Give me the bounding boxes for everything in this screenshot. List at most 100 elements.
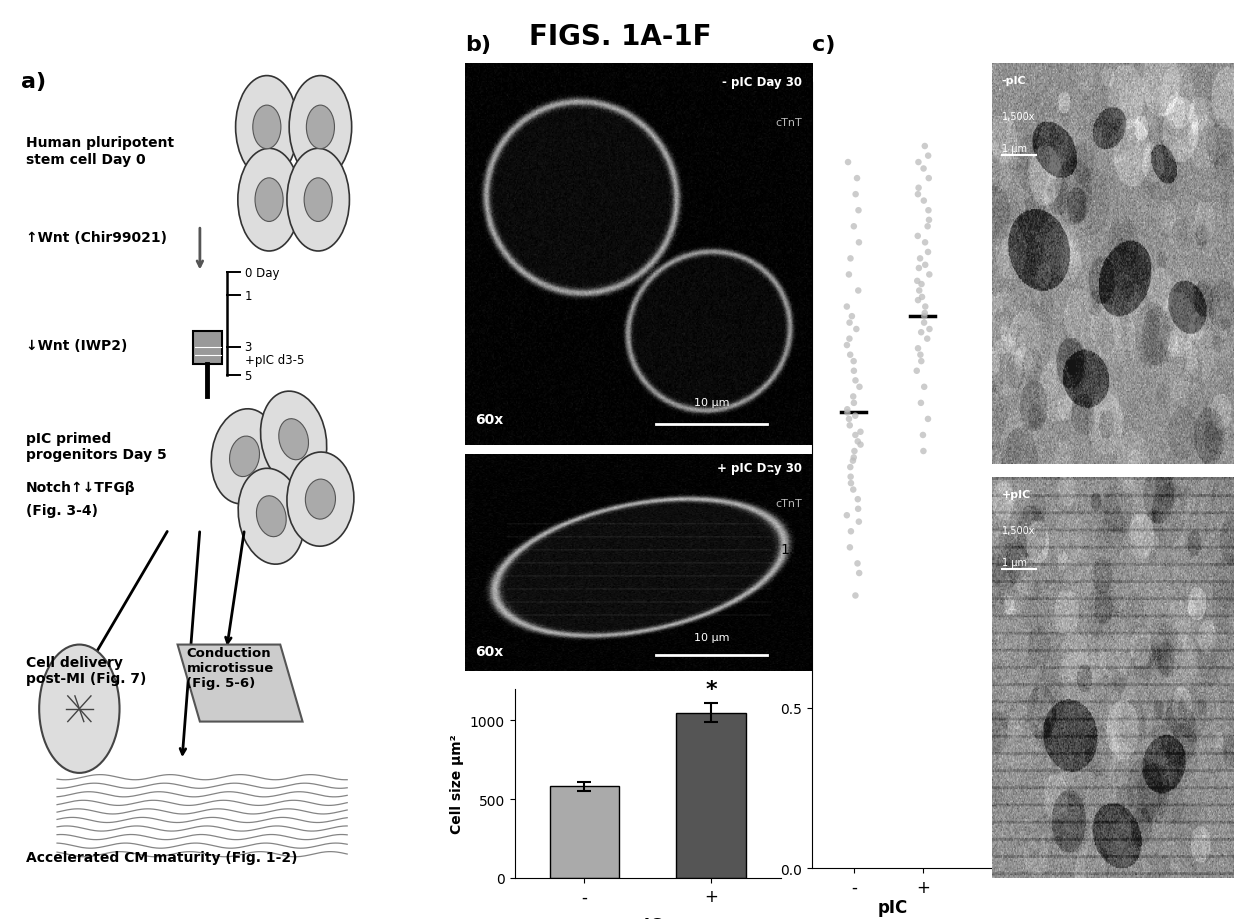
Bar [549, 787, 619, 878]
Point [843, 390, 863, 404]
Text: Cell delivery
post-MI (Fig. 7): Cell delivery post-MI (Fig. 7) [26, 655, 146, 686]
Point [910, 348, 930, 363]
Point [848, 556, 868, 571]
Point [848, 502, 868, 516]
Point [843, 454, 863, 469]
Point [915, 140, 935, 154]
Point [915, 306, 935, 321]
Text: 1,500x: 1,500x [1002, 112, 1035, 122]
Text: ↓Wnt (IWP2): ↓Wnt (IWP2) [26, 339, 128, 353]
Point [920, 323, 940, 337]
Point [849, 566, 869, 581]
Point [844, 450, 864, 465]
Ellipse shape [304, 178, 332, 222]
Point [844, 220, 864, 234]
Point [911, 325, 931, 340]
Point [844, 364, 864, 379]
Text: cTnT: cTnT [775, 498, 802, 508]
Point [906, 364, 926, 379]
Point [911, 278, 931, 292]
Point [846, 588, 866, 603]
Point [914, 380, 934, 395]
Point [841, 252, 861, 267]
Y-axis label: Cell size μm²: Cell size μm² [450, 733, 464, 834]
Ellipse shape [211, 409, 278, 505]
Point [841, 470, 861, 484]
Point [839, 418, 859, 433]
Text: ↑Wnt (Chir99021): ↑Wnt (Chir99021) [26, 231, 167, 244]
Text: 1,500x: 1,500x [1002, 526, 1035, 536]
Point [908, 293, 928, 308]
Text: -pIC: -pIC [1002, 76, 1027, 86]
Ellipse shape [229, 437, 259, 477]
Ellipse shape [257, 496, 286, 537]
Text: pIC: pIC [878, 898, 908, 915]
Text: pIC: pIC [632, 916, 663, 919]
Text: - pIC Day 30: - pIC Day 30 [722, 75, 802, 89]
Point [851, 437, 870, 452]
Text: pIC primed
progenitors Day 5: pIC primed progenitors Day 5 [26, 431, 166, 461]
Point [909, 284, 929, 299]
Point [914, 194, 934, 209]
Text: 1 μm: 1 μm [1002, 558, 1027, 568]
Text: Conduction
microtissue
(Fig. 5-6): Conduction microtissue (Fig. 5-6) [186, 647, 274, 689]
Point [846, 409, 866, 424]
Point [918, 332, 937, 346]
Point [919, 213, 939, 228]
Point [914, 444, 934, 459]
Point [913, 290, 932, 305]
Text: *: * [706, 679, 717, 699]
Text: Accelerated CM maturity (Fig. 1-2): Accelerated CM maturity (Fig. 1-2) [26, 850, 298, 864]
Point [839, 332, 859, 346]
Point [919, 149, 939, 164]
Point [914, 162, 934, 176]
Point [841, 348, 861, 363]
Point [848, 493, 868, 507]
Point [844, 396, 864, 411]
Ellipse shape [255, 178, 283, 222]
Point [843, 482, 863, 497]
FancyBboxPatch shape [193, 332, 222, 365]
Point [911, 396, 931, 411]
Ellipse shape [279, 419, 309, 460]
Text: (Fig. 3-4): (Fig. 3-4) [26, 503, 98, 517]
Ellipse shape [286, 149, 350, 252]
Point [841, 525, 861, 539]
Polygon shape [177, 645, 303, 721]
Point [837, 403, 857, 417]
Text: c): c) [812, 35, 836, 54]
Ellipse shape [289, 76, 352, 179]
Point [914, 316, 934, 331]
Point [849, 235, 869, 250]
Point [910, 252, 930, 267]
Ellipse shape [238, 149, 300, 252]
Point [849, 515, 869, 529]
Point [851, 425, 870, 439]
Point [842, 310, 862, 324]
Point [918, 412, 937, 426]
Point [919, 172, 939, 187]
Ellipse shape [40, 645, 119, 773]
Text: a): a) [21, 73, 46, 92]
Point [915, 258, 935, 273]
Text: +pIC: +pIC [1002, 490, 1030, 500]
Point [918, 245, 937, 260]
Point [838, 155, 858, 170]
Point [837, 508, 857, 523]
Text: 3: 3 [244, 341, 252, 354]
Ellipse shape [260, 392, 327, 487]
Text: 5: 5 [244, 369, 252, 382]
Point [839, 540, 859, 555]
Point [848, 284, 868, 299]
Text: 10 μm: 10 μm [693, 398, 729, 407]
Text: + pIC Day 30: + pIC Day 30 [717, 461, 802, 474]
Point [848, 435, 868, 449]
Ellipse shape [306, 106, 335, 150]
Point [908, 342, 928, 357]
Ellipse shape [236, 76, 298, 179]
Point [839, 316, 859, 331]
Point [908, 274, 928, 289]
Point [846, 187, 866, 202]
Point [849, 380, 869, 395]
Point [846, 374, 866, 389]
